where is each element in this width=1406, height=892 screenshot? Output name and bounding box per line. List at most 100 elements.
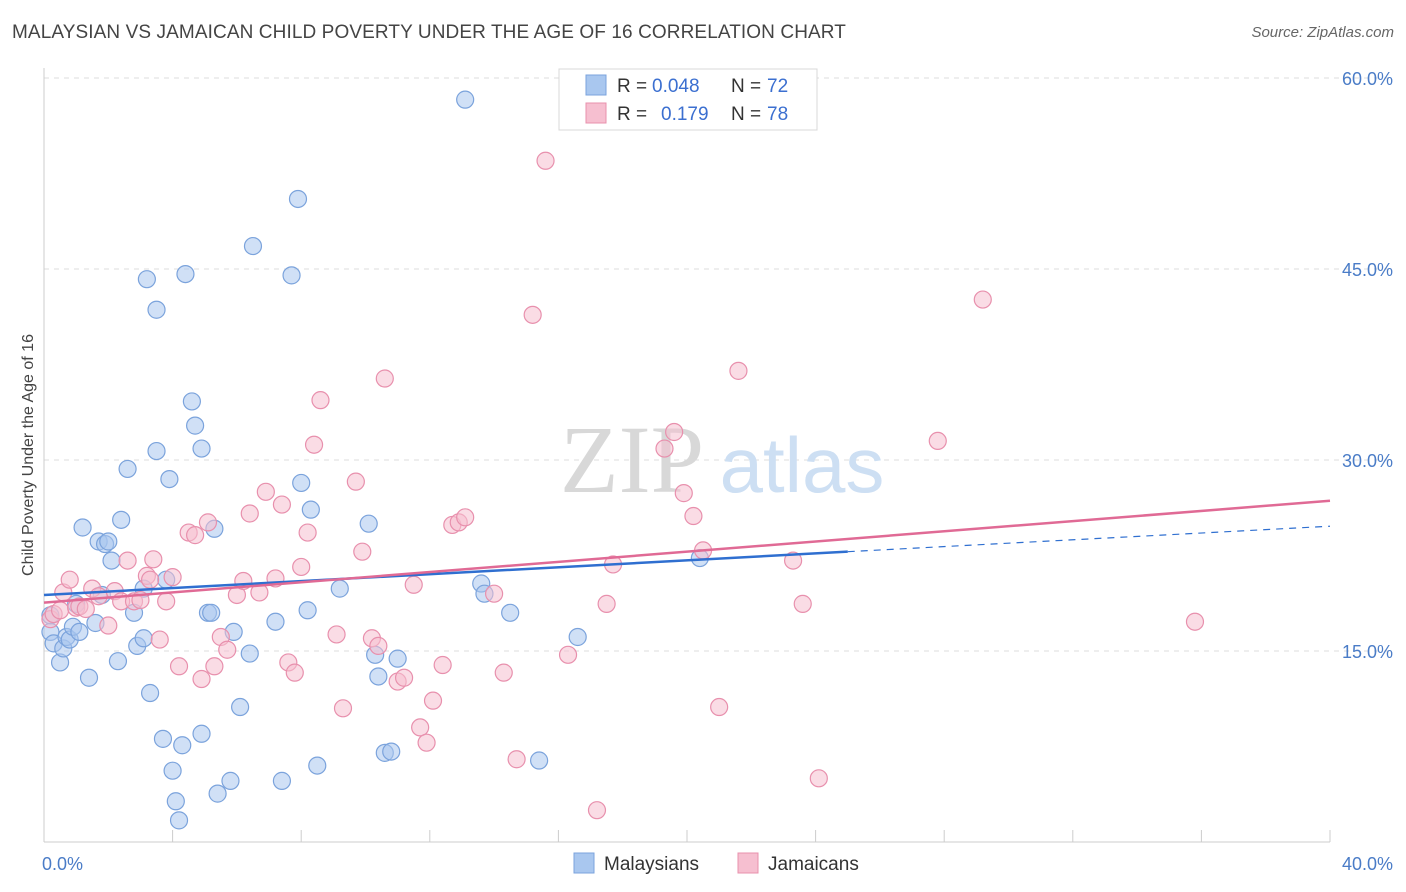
jamaicans-point-40 [298,523,317,542]
malaysians-point-53 [292,473,311,493]
watermark-atlas: atlas [720,421,885,509]
malaysians-point-38 [186,416,205,435]
malaysians-trend-line [43,550,848,597]
jamaicans-point-76 [783,551,803,570]
malaysians-point-47 [231,697,250,717]
malaysians-point-29 [153,729,173,748]
jamaicans-point-39 [292,557,311,577]
axes [43,68,1331,843]
jamaicans-point-13 [118,551,137,570]
y-tick-label-1: 30.0% [1342,451,1393,471]
jamaicans-point-51 [394,668,414,687]
jamaicans-point-22 [169,657,189,676]
trend-lines [43,499,1331,604]
jamaicans-point-34 [256,482,275,501]
jamaicans-point-53 [411,718,430,737]
malaysians-point-11 [79,668,99,687]
jamaicans-point-62 [507,750,526,769]
legend-r-value-2: 0.179 [661,104,709,125]
bottom-legend-jamaicans: Jamaicans [768,854,859,875]
malaysians-point-24 [134,629,153,648]
malaysians-point-37 [182,392,201,411]
legend-r-label-2: R = [617,104,647,125]
y-axis-label: Child Poverty Under the Age of 16 [20,334,37,576]
jamaicans-point-43 [327,625,346,644]
malaysians-point-55 [301,500,320,519]
jamaicans-point-19 [150,630,169,649]
malaysians-point-20 [118,459,137,479]
x-tick-label-0: 0.0% [42,854,83,874]
jamaicans-point-20 [157,592,176,611]
jamaicans-point-9 [89,587,108,606]
jamaicans-point-77 [793,594,812,613]
jamaicans-point-74 [710,697,729,717]
jamaicans-point-64 [536,151,555,170]
malaysians-point-27 [147,300,166,319]
jamaicans-point-59 [456,508,475,527]
legend-n-label-2: N = [731,104,761,125]
jamaicans-point-49 [375,369,394,388]
jamaicans-point-70 [665,422,684,442]
jamaicans-point-65 [558,645,578,664]
bottom-legend-swatch-malaysians [573,852,595,874]
legend-r-label-1: R = [617,76,647,97]
malaysians-point-45 [221,771,240,790]
legend-swatch-malaysians [585,74,607,96]
jamaicans-point-52 [404,575,423,594]
jamaicans-point-72 [684,506,703,526]
jamaicans-point-44 [333,699,353,718]
jamaicans-point-41 [304,435,324,454]
y-tick-label-2: 45.0% [1342,260,1393,280]
legend-n-value-1: 72 [767,76,788,97]
jamaicans-point-29 [218,640,237,659]
malaysians-point-49 [243,236,263,256]
jamaicans-point-69 [655,439,674,458]
malaysians-point-32 [163,761,182,780]
legend-swatch-jamaicans [585,102,607,124]
malaysians-point-54 [298,601,317,620]
malaysians-point-57 [330,579,349,598]
malaysians-point-39 [192,439,211,458]
chart-title: MALAYSIAN VS JAMAICAN CHILD POVERTY UNDE… [12,22,846,43]
malaysians-point-25 [137,270,156,289]
jamaicans-point-42 [311,391,330,410]
malaysians-point-64 [456,90,475,109]
malaysians-point-9 [70,622,89,642]
y-tick-label-3: 60.0% [1342,69,1393,89]
tick-labels: 15.0% 30.0% 45.0% 60.0% 0.0% 40.0% [42,69,1393,874]
y-tick-label-0: 15.0% [1342,642,1393,662]
malaysians-point-51 [282,266,301,285]
malaysians-point-19 [112,510,131,529]
jamaicans-point-66 [587,801,607,820]
jamaicans-point-81 [1185,612,1205,631]
malaysians-point-10 [73,518,92,537]
malaysians-point-67 [501,603,520,622]
jamaicans-point-55 [423,691,443,710]
jamaicans-point-63 [523,305,542,324]
malaysians-point-56 [308,756,327,775]
jamaicans-point-26 [198,513,218,532]
jamaicans-point-78 [809,769,828,788]
malaysians-point-62 [382,742,401,761]
malaysians-point-28 [147,441,166,461]
jamaicans-point-67 [597,594,616,613]
jamaicans-point-32 [240,504,259,523]
jamaicans-point-10 [99,616,118,635]
jamaicans-point-46 [353,542,372,561]
malaysians-point-36 [176,264,195,284]
legend-n-value-2: 78 [767,104,788,125]
jamaicans-point-2 [50,601,70,620]
jamaicans-point-25 [192,669,211,689]
malaysians-points [41,90,709,830]
malaysians-point-18 [108,652,128,671]
legend-n-label-1: N = [731,76,761,97]
jamaicans-point-54 [417,733,436,752]
jamaicans-point-48 [369,636,388,656]
jamaicans-point-21 [163,568,182,587]
malaysians-point-35 [173,736,192,755]
chart-source: Source: ZipAtlas.com [1251,24,1394,41]
malaysians-point-58 [359,514,378,533]
malaysians-point-31 [160,470,179,489]
malaysians-point-70 [568,627,587,647]
